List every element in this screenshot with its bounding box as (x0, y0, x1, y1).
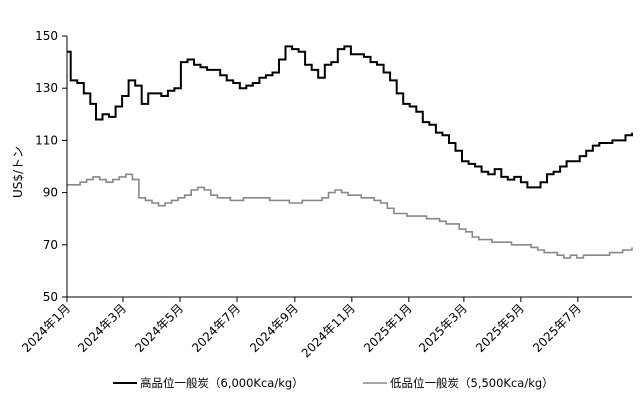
series-line-1 (67, 45, 633, 189)
x-tick-label: 2025年5月 (473, 301, 527, 355)
y-tick-label: 110 (35, 133, 58, 147)
x-tick-label: 2024年9月 (247, 301, 301, 355)
x-tick-label: 2024年7月 (189, 301, 243, 355)
y-tick-label: 50 (43, 290, 58, 304)
y-tick-label: 150 (35, 29, 58, 43)
x-tick-label: 2024年3月 (75, 301, 129, 355)
y-tick-label: 70 (43, 238, 58, 252)
legend-label-2: 低品位一般炭（5,500Kca/kg） (390, 376, 554, 390)
legend-label-1: 高品位一般炭（6,000Kca/kg） (140, 376, 304, 390)
x-tick-label: 2025年3月 (416, 301, 470, 355)
x-tick-label: 2025年1月 (361, 301, 415, 355)
y-axis-label: US$/トン (11, 146, 25, 198)
y-tick-label: 90 (43, 186, 58, 200)
legend: 高品位一般炭（6,000Kca/kg） 低品位一般炭（5,500Kca/kg） (113, 376, 554, 390)
series-layer (67, 45, 633, 259)
y-tick-label: 130 (35, 81, 58, 95)
x-tick-label: 2025年7月 (530, 301, 584, 355)
x-tick-label: 2024年5月 (132, 301, 186, 355)
x-tick-label: 2024年11月 (299, 301, 358, 360)
x-tick-label: 2024年1月 (19, 301, 73, 355)
series-line-2 (67, 173, 633, 259)
